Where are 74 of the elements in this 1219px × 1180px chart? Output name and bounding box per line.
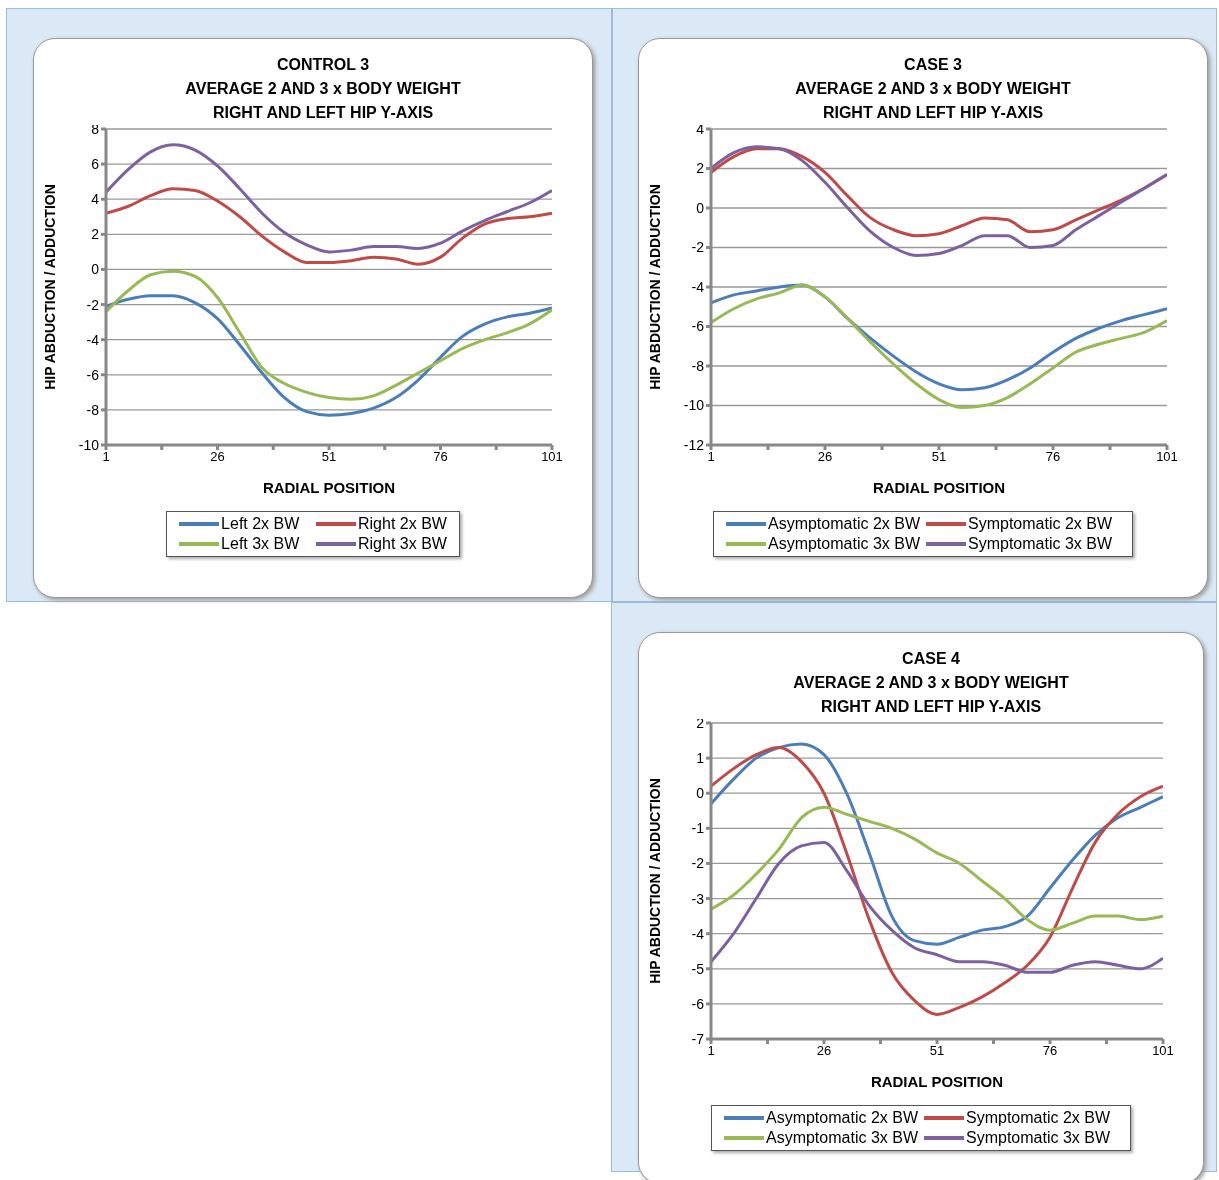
y-tick-label: -2 [691, 855, 705, 872]
y-tick-label: 2 [91, 226, 100, 243]
y-tick-label: -5 [691, 960, 705, 977]
y-tick-label: -2 [691, 239, 705, 256]
y-tick-label: -1 [691, 820, 705, 837]
line-series [711, 145, 1167, 257]
x-tick-label: 101 [541, 449, 563, 465]
x-tick-label: 51 [321, 449, 337, 465]
legend-label: Left 2x BW [221, 515, 300, 533]
x-tick-label: 51 [929, 1043, 945, 1059]
x-tick-label: 76 [433, 449, 448, 465]
y-tick-label: 1 [696, 750, 705, 767]
legend-label: Asymptomatic 3x BW [765, 1129, 918, 1147]
legend-label: Left 3x BW [221, 535, 300, 553]
legend-label: Right 2x BW [358, 515, 447, 533]
line-series [106, 187, 552, 266]
y-axis-title: HIP ABDUCTION / ADDUCTION [41, 184, 58, 390]
line-series [711, 746, 1163, 1016]
y-tick-label: 2 [696, 714, 705, 731]
legend-label: Asymptomatic 2x BW [765, 1109, 918, 1127]
line-series [711, 805, 1163, 932]
y-tick-label: -4 [691, 278, 705, 295]
legend-label: Asymptomatic 2x BW [767, 515, 920, 533]
chart-title: CASE 4 AVERAGE 2 AND 3 x BODY WEIGHT RIGHT AND LEFT HIP Y-AXIS [793, 650, 1069, 715]
y-tick-label: 2 [696, 160, 705, 177]
x-axis-title: RADIAL POSITION [262, 479, 396, 496]
y-tick-label: 8 [91, 120, 100, 137]
x-tick-label: 26 [816, 1043, 832, 1059]
line-series [106, 143, 552, 254]
x-tick-label: 26 [210, 449, 225, 465]
line-series [711, 840, 1163, 974]
x-tick-label: 101 [1156, 449, 1178, 465]
y-tick-label: -4 [86, 331, 100, 348]
legend-label: Asymptomatic 3x BW [767, 535, 920, 553]
legend-label: Symptomatic 2x BW [966, 1109, 1111, 1127]
legend-label: Symptomatic 3x BW [968, 535, 1113, 553]
chart-title: CASE 3 AVERAGE 2 AND 3 x BODY WEIGHT RIGHT AND LEFT HIP Y-AXIS [795, 56, 1071, 121]
chart-title: CONTROL 3 AVERAGE 2 AND 3 x BODY WEIGHT RIGHT AND LEFT HIP Y-AXIS [185, 56, 461, 121]
line-series [106, 294, 552, 417]
legend-label: Symptomatic 2x BW [968, 515, 1113, 533]
legend-label: Symptomatic 3x BW [966, 1129, 1111, 1147]
y-tick-label: 0 [696, 199, 705, 216]
y-tick-label: -10 [683, 397, 705, 414]
y-axis-title: HIP ABDUCTION / ADDUCTION [646, 778, 663, 984]
y-tick-label: 6 [91, 156, 100, 173]
x-tick-label: 101 [1152, 1043, 1174, 1059]
x-tick-label: 1 [102, 449, 110, 465]
x-tick-label: 76 [1045, 449, 1061, 465]
y-tick-label: -2 [86, 296, 100, 313]
y-tick-label: -12 [683, 436, 705, 453]
x-tick-label: 26 [817, 449, 833, 465]
y-tick-label: -6 [691, 995, 705, 1012]
y-tick-label: -7 [691, 1030, 705, 1047]
y-tick-label: 0 [696, 785, 705, 802]
x-tick-label: 76 [1042, 1043, 1058, 1059]
x-tick-label: 1 [707, 449, 715, 465]
line-series [106, 269, 552, 401]
y-tick-label: -3 [691, 890, 705, 907]
y-tick-label: 4 [91, 191, 100, 208]
y-tick-label: -6 [86, 366, 100, 383]
line-series [711, 742, 1163, 946]
y-tick-label: -8 [691, 357, 705, 374]
y-tick-label: 0 [91, 261, 100, 278]
x-axis-title: RADIAL POSITION [872, 479, 1006, 496]
y-axis-title: HIP ABDUCTION / ADDUCTION [646, 184, 663, 390]
y-tick-label: 4 [696, 120, 705, 137]
x-tick-label: 1 [707, 1043, 715, 1059]
y-tick-label: -4 [691, 925, 705, 942]
y-tick-label: -8 [86, 401, 100, 418]
legend-label: Right 3x BW [358, 535, 447, 553]
y-tick-label: -10 [78, 436, 100, 453]
y-tick-label: -6 [691, 318, 705, 335]
x-tick-label: 51 [931, 449, 947, 465]
x-axis-title: RADIAL POSITION [870, 1073, 1004, 1090]
